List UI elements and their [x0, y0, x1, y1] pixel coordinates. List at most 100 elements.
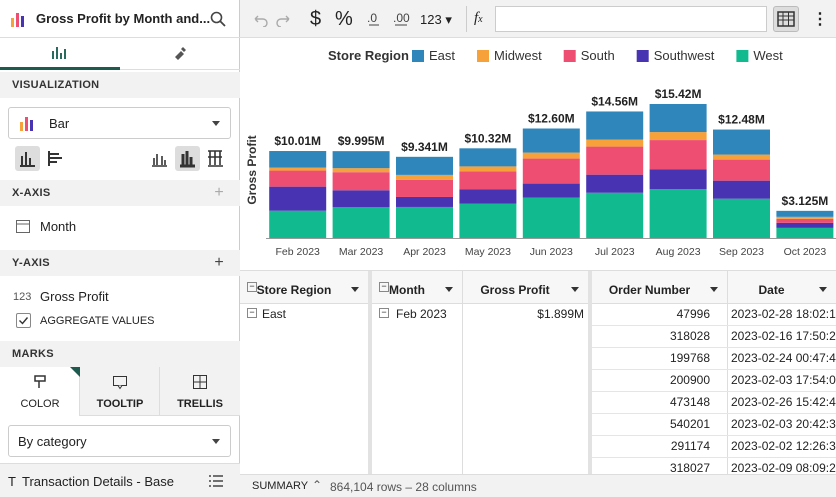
table-toggle[interactable] — [773, 6, 799, 32]
sort-caret[interactable] — [571, 287, 579, 292]
collapse-box[interactable]: − — [379, 282, 389, 292]
marks-tab-active[interactable]: COLOR — [0, 367, 80, 416]
bar-segment — [522, 197, 580, 238]
formula-icon: fx — [474, 10, 483, 26]
bar-segment — [332, 190, 390, 208]
workbook-title: Gross Profit by Month and... — [36, 11, 211, 26]
undo-redo[interactable] — [252, 11, 292, 27]
search-button[interactable] — [210, 11, 226, 27]
bar-segment — [269, 151, 327, 168]
bar-segment — [396, 196, 453, 207]
bar-segment — [713, 129, 770, 155]
y-axis-field[interactable]: Gross Profit — [40, 289, 109, 304]
app-icon — [11, 13, 24, 27]
bar-segment — [586, 192, 644, 238]
legend-label: Southwest — [654, 48, 715, 63]
sidebar: Gross Profit by Month and... VISUALIZATI… — [0, 0, 240, 497]
sidebar-header: Gross Profit by Month and... — [0, 0, 240, 38]
icon — [208, 150, 223, 167]
format-tab[interactable] — [120, 38, 240, 70]
color-mode-dropdown[interactable]: By category — [8, 425, 231, 457]
icon — [180, 151, 195, 168]
summary-caret: ⌃ — [312, 478, 323, 492]
bar-segment — [649, 169, 707, 190]
stacked-button[interactable] — [175, 146, 200, 171]
total-label: $9.341M — [401, 140, 448, 154]
summary-bar: SUMMARY ⌃ 864,104 rows – 28 columns — [240, 474, 836, 497]
row-line — [592, 457, 836, 458]
aggregate-checkbox[interactable] — [16, 313, 31, 328]
date-cell: 2023-02-03 17:54:0 — [731, 373, 836, 387]
sort-caret[interactable] — [351, 287, 359, 292]
tab-label: TOOLTIP — [96, 398, 144, 410]
table: − Store Region − Month Gross Profit Order Num… — [240, 270, 836, 474]
svg-text:.0: .0 — [367, 11, 377, 25]
chart-type-dropdown[interactable]: Bar — [8, 107, 231, 139]
data-tab[interactable] — [0, 38, 120, 70]
x-tick-label: Jul 2023 — [595, 246, 635, 258]
chart: Store Region East Midwest South Southwest Wes… — [245, 48, 836, 258]
x-tick-label: Jun 2023 — [530, 246, 573, 258]
total-label: $12.48M — [718, 113, 765, 127]
bar-segment — [459, 171, 517, 190]
icon — [20, 152, 35, 167]
percent-button[interactable]: % — [335, 8, 353, 30]
date-cell: 2023-02-03 20:42:3 — [731, 417, 836, 431]
bar-segment — [713, 154, 770, 160]
date-cell: 2023-02-28 18:02:1 — [731, 307, 836, 321]
column-divider — [462, 271, 463, 474]
sort-caret[interactable] — [445, 287, 453, 292]
number-format-button[interactable]: 123 ▾ — [420, 12, 452, 27]
order-number: 47996 — [676, 307, 710, 321]
bar-segment — [649, 132, 707, 141]
decimal-buttons[interactable]: .0 .00 — [365, 11, 413, 29]
order-number: 200900 — [669, 373, 710, 387]
collapse-box[interactable]: − — [379, 308, 389, 318]
collapse-box[interactable]: − — [247, 282, 257, 292]
y-axis-label: Gross Profit — [245, 135, 259, 204]
x-tick-label: Mar 2023 — [339, 246, 384, 258]
total-label: $10.01M — [274, 134, 321, 148]
bar-segment — [776, 210, 834, 217]
row-line — [592, 413, 836, 414]
source-bar[interactable]: T Transaction Details - Base — [0, 463, 240, 497]
date-cell: 2023-02-09 08:09:2 — [731, 461, 836, 474]
bar-segment — [776, 218, 834, 223]
marks-tab[interactable]: TOOLTIP — [80, 367, 160, 416]
more-button[interactable]: ⋮ — [812, 11, 828, 28]
grouped-button[interactable] — [147, 146, 172, 171]
column-header: Month — [389, 283, 425, 297]
percent-stacked-button[interactable] — [203, 146, 228, 171]
marks-tab[interactable]: TRELLIS — [160, 367, 240, 416]
formula-bar[interactable] — [495, 6, 767, 32]
collapse-box[interactable]: − — [247, 308, 257, 318]
bar-segment — [332, 168, 390, 173]
date-cell: 2023-02-16 17:50:2 — [731, 329, 836, 343]
column-divider — [727, 271, 728, 474]
bar-segment — [586, 174, 644, 193]
currency-button[interactable]: $ — [310, 8, 322, 30]
vertical-bar-button[interactable] — [15, 146, 40, 171]
horizontal-bar-button[interactable] — [44, 146, 69, 171]
bar-segment — [396, 179, 453, 197]
sort-caret[interactable] — [710, 287, 718, 292]
bar-segment — [332, 151, 390, 169]
icon — [113, 376, 127, 390]
row-line — [592, 435, 836, 436]
sort-caret[interactable] — [819, 287, 827, 292]
bar-segment — [776, 227, 834, 238]
bar-segment — [586, 139, 644, 147]
total-label: $14.56M — [591, 94, 638, 108]
add-button[interactable]: + — [214, 254, 224, 271]
list-icon — [209, 475, 223, 487]
add-button[interactable]: + — [214, 184, 224, 201]
x-tick-label: May 2023 — [465, 246, 511, 258]
x-tick-label: Apr 2023 — [403, 246, 446, 258]
pane-divider — [368, 271, 372, 474]
x-axis-field[interactable]: Month — [40, 219, 77, 234]
legend-swatch — [477, 50, 490, 62]
bar-segment — [776, 222, 834, 228]
bar-segment — [459, 148, 517, 167]
date-cell: 2023-02-24 00:47:4 — [731, 351, 836, 365]
summary-label[interactable]: SUMMARY — [252, 480, 309, 492]
